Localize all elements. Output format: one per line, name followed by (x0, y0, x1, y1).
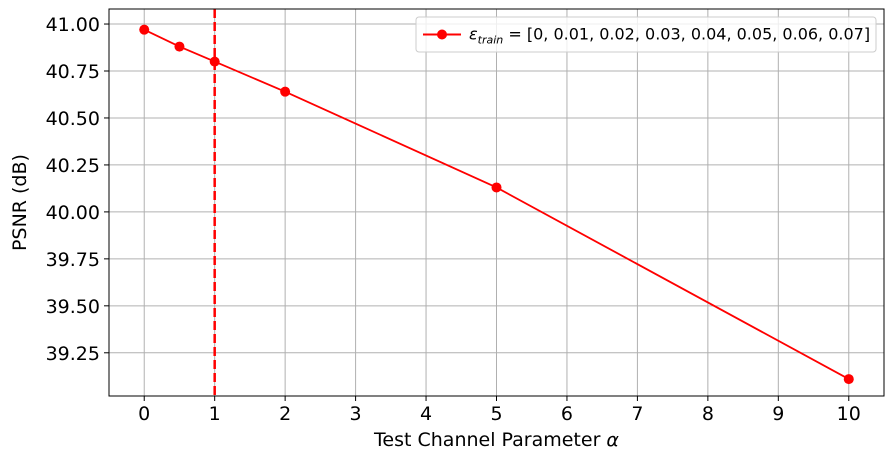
data-point (209, 56, 220, 67)
legend-marker (437, 29, 447, 40)
data-layer (139, 9, 854, 396)
legend: εtrain = [0, 0.01, 0.02, 0.03, 0.04, 0.0… (415, 16, 877, 53)
y-axis-label: PSNR (dB) (9, 154, 31, 251)
data-point (139, 24, 150, 35)
legend-entry-label: εtrain = [0, 0.01, 0.02, 0.03, 0.04, 0.0… (469, 25, 870, 47)
data-point (843, 374, 854, 385)
legend-box (415, 16, 877, 53)
y-tick-label: 39.25 (46, 343, 100, 365)
series-line (143, 28, 850, 380)
data-point (491, 182, 502, 193)
legend-symbol: ε (469, 25, 478, 44)
legend-suffix: = [0, 0.01, 0.02, 0.03, 0.04, 0.05, 0.06… (503, 25, 870, 44)
x-tick-label: 0 (138, 403, 150, 425)
data-point (280, 86, 291, 97)
x-tick-label: 1 (209, 403, 221, 425)
y-tick-label: 40.25 (46, 155, 100, 177)
x-tick-label: 5 (490, 403, 502, 425)
x-tick-label: 9 (772, 403, 784, 425)
data-point (174, 41, 185, 52)
x-tick-label: 6 (561, 403, 573, 425)
y-tick-label: 39.50 (46, 296, 100, 318)
grid-lines (109, 9, 884, 396)
y-tick-label: 41.00 (46, 14, 100, 36)
x-axis-label-symbol: α (606, 429, 619, 451)
axis-ticks: 0 1 2 3 4 5 6 7 8 9 10 39.25 39.50 39.75 40.00 40.25 40.… (46, 14, 861, 425)
y-tick-label: 40.00 (46, 202, 100, 224)
y-tick-label: 40.50 (46, 108, 100, 130)
x-tick-label: 2 (279, 403, 291, 425)
x-axis-label-text: Test Channel Parameter (373, 429, 606, 451)
y-tick-label: 39.75 (46, 249, 100, 271)
x-tick-label: 7 (631, 403, 643, 425)
x-axis-label: Test Channel Parameter α (373, 429, 619, 451)
x-tick-label: 10 (837, 403, 861, 425)
x-tick-label: 3 (350, 403, 362, 425)
legend-subscript: train (478, 34, 504, 47)
y-tick-label: 40.75 (46, 61, 100, 83)
x-tick-label: 4 (420, 403, 432, 425)
x-tick-label: 8 (702, 403, 714, 425)
